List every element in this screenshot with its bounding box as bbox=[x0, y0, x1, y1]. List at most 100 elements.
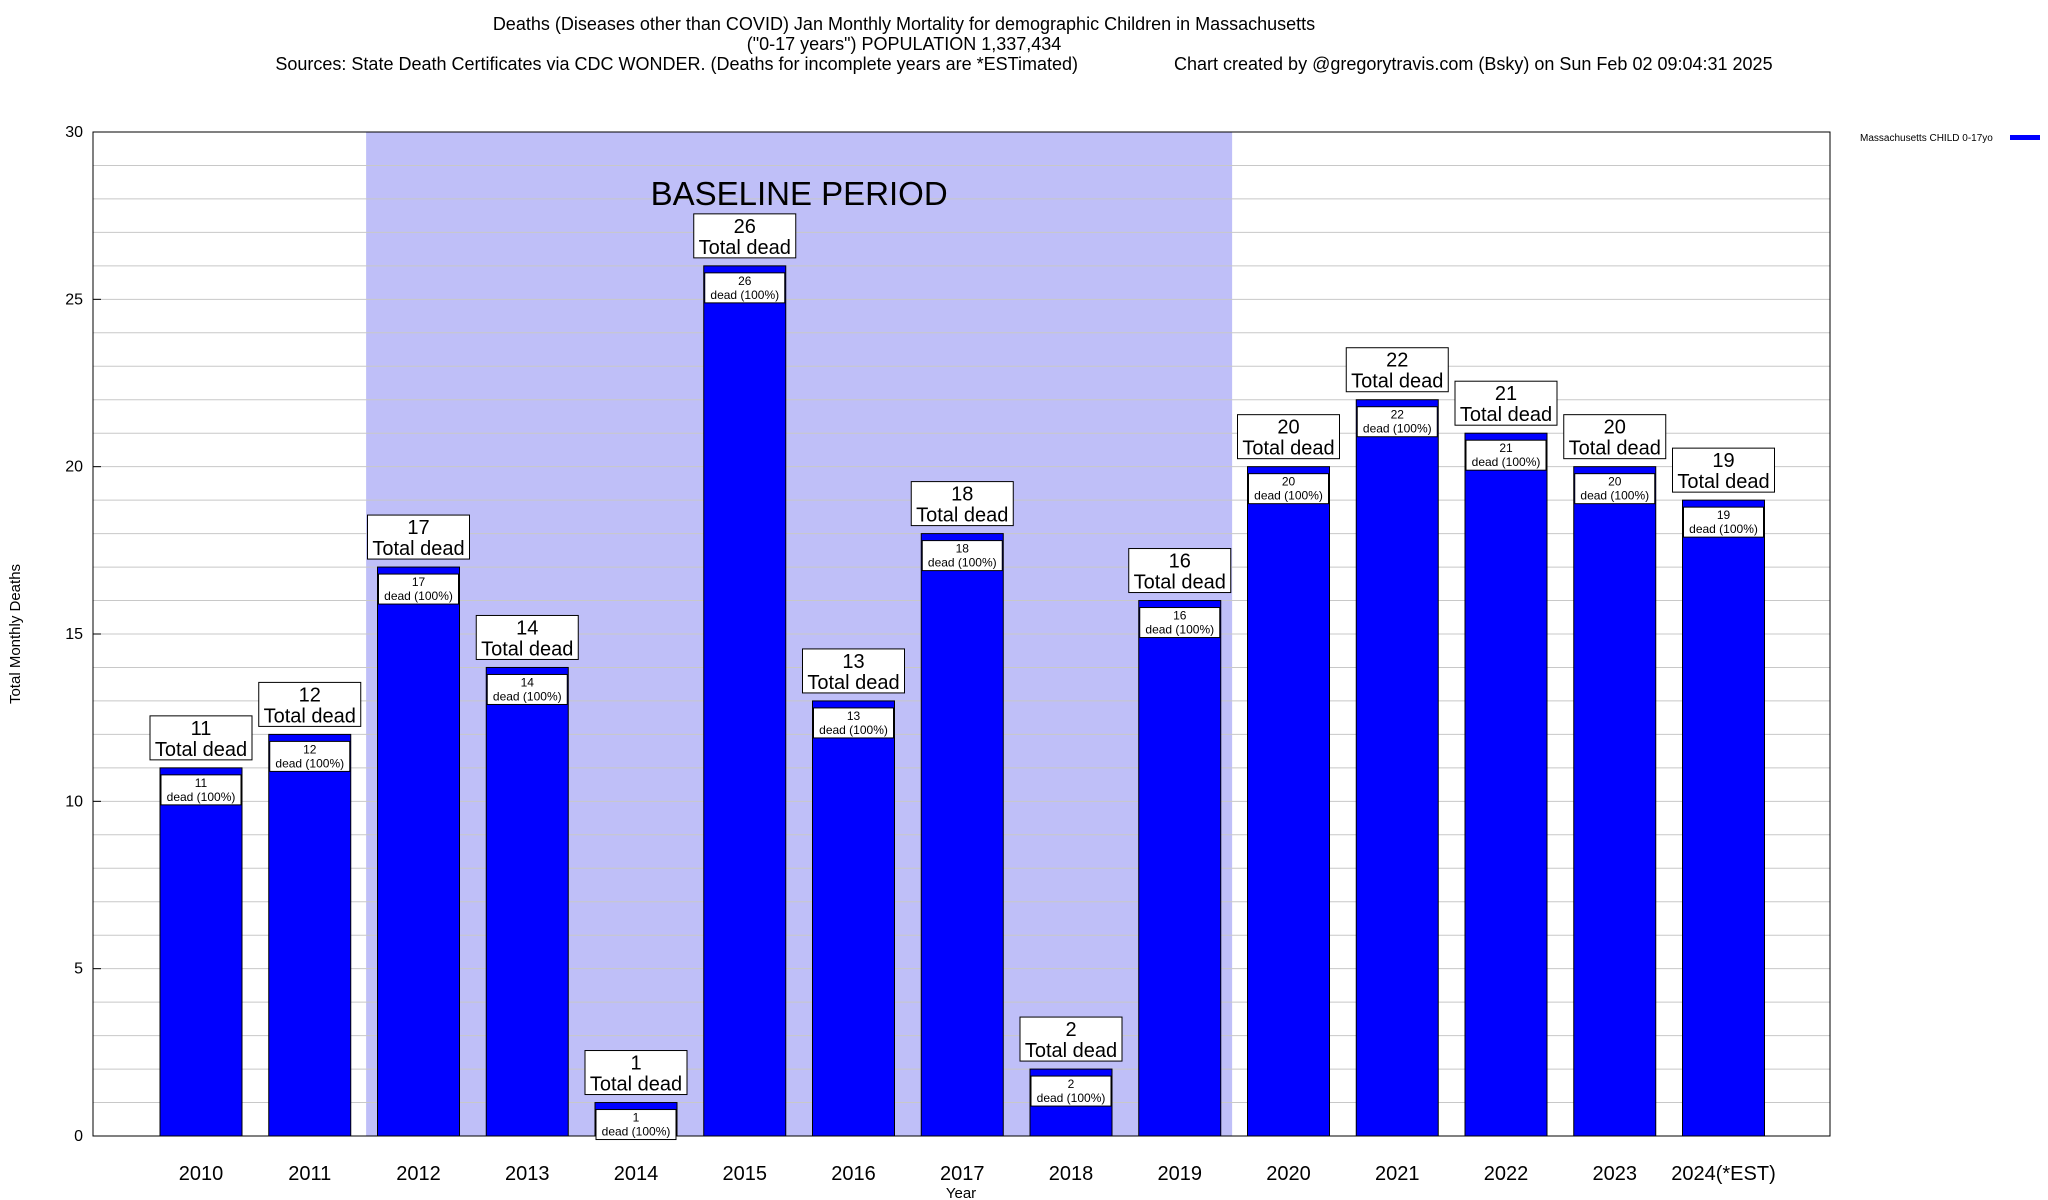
bar-inner-pct-label: dead (100%) bbox=[1580, 489, 1649, 503]
bar-inner-value: 19 bbox=[1717, 508, 1731, 522]
x-tick-label: 2013 bbox=[505, 1163, 550, 1185]
bar-inner-value: 18 bbox=[956, 542, 970, 556]
bar-inner-value: 20 bbox=[1608, 475, 1622, 489]
baseline-period-label: BASELINE PERIOD bbox=[651, 175, 948, 212]
bar-total-value: 21 bbox=[1495, 383, 1517, 405]
bar-total-label-box bbox=[802, 648, 905, 694]
bar-total-label-box bbox=[1019, 1016, 1123, 1062]
bar-inner-pct-label: dead (100%) bbox=[167, 790, 236, 804]
bar-inner-pct-label: dead (100%) bbox=[275, 756, 344, 770]
bar-total-label-box bbox=[1237, 414, 1340, 460]
bar-inner-pct-label: dead (100%) bbox=[1037, 1091, 1106, 1105]
bar-inner-pct-label: dead (100%) bbox=[384, 589, 453, 603]
bar-total-value: 2 bbox=[1065, 1019, 1076, 1041]
bar-total-value: 20 bbox=[1604, 417, 1626, 439]
bar-inner-pct-label: dead (100%) bbox=[928, 556, 997, 570]
bar-inner-label-box bbox=[595, 1109, 677, 1141]
bar-2015 bbox=[703, 265, 787, 1137]
chart-sources: Sources: State Death Certificates via CD… bbox=[275, 54, 1078, 74]
bar-inner-label-box bbox=[378, 573, 459, 605]
bar-total-value: 20 bbox=[1277, 417, 1299, 439]
bar-inner-value: 26 bbox=[738, 274, 752, 288]
bar-total-label: Total dead bbox=[1677, 471, 1769, 493]
bar-total-label: Total dead bbox=[264, 705, 356, 727]
bar-total-label: Total dead bbox=[1134, 572, 1226, 594]
chart-subtitle: ("0-17 years") POPULATION 1,337,434 bbox=[746, 34, 1062, 54]
chart-title: Deaths (Diseases other than COVID) Jan M… bbox=[492, 14, 1316, 34]
legend-label: Massachusetts CHILD 0-17yo bbox=[1860, 133, 1993, 144]
bar-2019 bbox=[1138, 600, 1222, 1137]
bar-inner-value: 14 bbox=[521, 675, 535, 689]
bar-inner-pct-label: dead (100%) bbox=[710, 288, 779, 302]
bar-total-value: 26 bbox=[734, 216, 756, 238]
bar-2024(*EST) bbox=[1682, 499, 1765, 1137]
bar-2021 bbox=[1355, 399, 1439, 1137]
x-tick-label: 2017 bbox=[940, 1163, 985, 1185]
bar-inner-pct-label: dead (100%) bbox=[1363, 422, 1432, 436]
bar-total-label-box bbox=[1128, 548, 1232, 594]
bar-2023 bbox=[1573, 466, 1657, 1137]
bar-2010 bbox=[159, 767, 243, 1137]
bar-total-label: Total dead bbox=[1025, 1040, 1117, 1062]
x-tick-label: 2023 bbox=[1593, 1163, 1638, 1185]
bar-total-value: 18 bbox=[951, 484, 973, 506]
bar-total-label-box bbox=[1672, 447, 1775, 493]
bar-total-label: Total dead bbox=[1242, 438, 1334, 460]
bar-total-label-box bbox=[475, 614, 579, 660]
bar-inner-pct-label: dead (100%) bbox=[493, 689, 562, 703]
bar-total-value: 19 bbox=[1712, 450, 1734, 472]
y-tick-label: 20 bbox=[65, 459, 83, 476]
bar-2020 bbox=[1247, 466, 1330, 1137]
bar-total-label-box bbox=[1454, 380, 1558, 426]
bar-inner-value: 1 bbox=[633, 1111, 640, 1125]
bar-inner-label-box bbox=[1683, 506, 1764, 538]
bar-total-label: Total dead bbox=[1569, 438, 1661, 460]
bar-total-value: 1 bbox=[630, 1053, 641, 1075]
bar-total-value: 14 bbox=[516, 617, 538, 639]
bar-inner-label-box bbox=[1465, 439, 1547, 471]
x-tick-label: 2020 bbox=[1266, 1163, 1311, 1185]
x-tick-label: 2015 bbox=[723, 1163, 768, 1185]
bar-total-value: 12 bbox=[299, 684, 321, 706]
bar-2017 bbox=[920, 533, 1004, 1137]
x-tick-label: 2019 bbox=[1158, 1163, 1203, 1185]
bar-total-value: 11 bbox=[191, 718, 212, 740]
x-tick-label: 2014 bbox=[614, 1163, 659, 1185]
x-tick-label: 2012 bbox=[396, 1163, 441, 1185]
x-tick-label: 2011 bbox=[288, 1163, 331, 1185]
bar-inner-value: 2 bbox=[1068, 1077, 1075, 1091]
x-tick-label: 2018 bbox=[1049, 1163, 1094, 1185]
bar-2013 bbox=[485, 666, 569, 1137]
bar-total-label-box bbox=[149, 715, 253, 761]
bar-2011 bbox=[268, 733, 352, 1137]
bar-inner-pct-label: dead (100%) bbox=[1472, 455, 1541, 469]
y-tick-label: 10 bbox=[65, 793, 83, 810]
x-tick-label: 2010 bbox=[179, 1163, 224, 1185]
bar-inner-label-box bbox=[486, 673, 568, 705]
bar-total-label-box bbox=[693, 213, 797, 259]
bar-total-value: 16 bbox=[1169, 551, 1191, 573]
bar-inner-pct-label: dead (100%) bbox=[1689, 522, 1758, 536]
bar-total-label: Total dead bbox=[481, 638, 573, 660]
x-axis-label: Year bbox=[946, 1185, 976, 1200]
bar-inner-label-box bbox=[704, 272, 786, 304]
bar-inner-pct-label: dead (100%) bbox=[1145, 623, 1214, 637]
bar-inner-label-box bbox=[269, 740, 351, 772]
bar-total-label-box bbox=[258, 681, 362, 727]
bar-inner-label-box bbox=[1030, 1075, 1112, 1107]
chart-credit: Chart created by @gregorytravis.com (Bsk… bbox=[1174, 54, 1773, 74]
bar-inner-value: 11 bbox=[195, 776, 208, 790]
y-tick-label: 15 bbox=[65, 626, 83, 643]
chart-source-line: Sources: State Death Certificates via CD… bbox=[0, 54, 2048, 74]
bar-inner-value: 16 bbox=[1173, 609, 1187, 623]
bar-total-label: Total dead bbox=[1351, 371, 1443, 393]
bar-total-value: 22 bbox=[1386, 350, 1408, 372]
x-tick-label: 2024(*EST) bbox=[1671, 1163, 1776, 1185]
bar-2016 bbox=[812, 700, 895, 1137]
bar-total-label: Total dead bbox=[155, 739, 247, 761]
x-tick-label: 2022 bbox=[1484, 1163, 1529, 1185]
bar-inner-value: 13 bbox=[847, 709, 861, 723]
y-tick-label: 30 bbox=[65, 124, 83, 141]
bar-total-label: Total dead bbox=[590, 1074, 682, 1096]
bar-inner-pct-label: dead (100%) bbox=[1254, 489, 1323, 503]
